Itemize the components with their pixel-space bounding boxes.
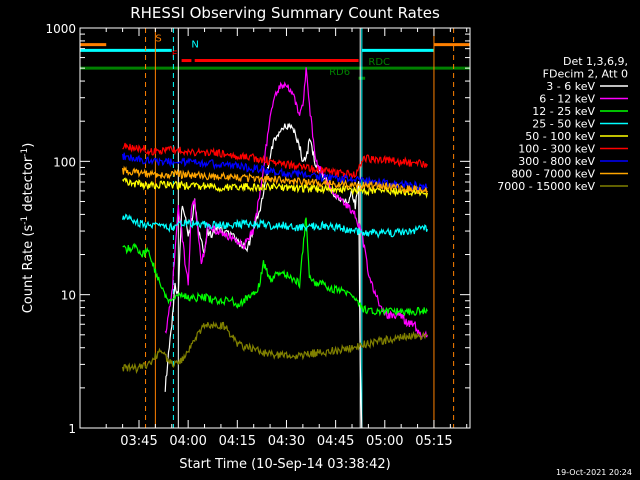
x-tick-label: 04:15 <box>219 434 256 449</box>
x-tick-label: 04:30 <box>268 434 305 449</box>
legend-header: Det 1,3,6,9, <box>563 55 628 68</box>
legend-label: 7000 - 15000 keV <box>497 180 595 193</box>
x-tick-label: 03:45 <box>120 434 157 449</box>
series-line-6 <box>122 152 428 191</box>
flag-label-n: N <box>191 39 198 50</box>
flag-bars: S N F RDC RD6 <box>80 34 470 80</box>
chart-title: RHESSI Observing Summary Count Rates <box>130 4 440 22</box>
legend-label: 50 - 100 keV <box>525 130 595 143</box>
legend-label: 800 - 7000 keV <box>511 168 595 181</box>
legend-label: 3 - 6 keV <box>546 80 595 93</box>
series-lines <box>122 67 428 429</box>
plot-frame <box>79 27 471 429</box>
legend-label: 6 - 12 keV <box>539 93 595 106</box>
series-line-3 <box>122 213 428 239</box>
legend-label: 300 - 800 keV <box>518 155 595 168</box>
legend-label: 100 - 300 keV <box>518 143 595 156</box>
series-line-4 <box>122 177 428 199</box>
y-tick-label: 1000 <box>45 22 76 36</box>
y-tick-label: 1 <box>68 422 76 436</box>
flag-label-f: F <box>172 50 178 61</box>
legend-label: 25 - 50 keV <box>532 118 595 131</box>
y-tick-label: 100 <box>53 155 76 169</box>
series-line-8 <box>122 320 428 374</box>
legend-header: FDecim 2, Att 0 <box>543 68 628 81</box>
render-timestamp: 19-Oct-2021 20:24 <box>556 468 632 477</box>
axes: 1 10 100 1000 03:45 04:00 04:15 04:30 04:45 05:00… <box>45 22 471 449</box>
x-tick-label: 05:00 <box>366 434 403 449</box>
legend-label: 12 - 25 keV <box>532 105 595 118</box>
y-tick-label: 10 <box>61 289 76 303</box>
x-axis-label: Start Time (10-Sep-14 03:38:42) <box>179 457 390 472</box>
x-tick-label: 05:15 <box>415 434 452 449</box>
x-tick-label: 04:00 <box>169 434 206 449</box>
x-tick-label: 04:45 <box>317 434 354 449</box>
flag-label-rdc: RDC <box>368 57 390 68</box>
series-line-2 <box>122 217 428 317</box>
y-axis-label: Count Rate (s-1 detector-1) <box>20 143 36 314</box>
flag-label-rd6: RD6 <box>329 67 350 78</box>
series-line-7 <box>122 165 428 195</box>
flag-label-s: S <box>155 34 161 45</box>
series-line-5 <box>122 142 428 180</box>
